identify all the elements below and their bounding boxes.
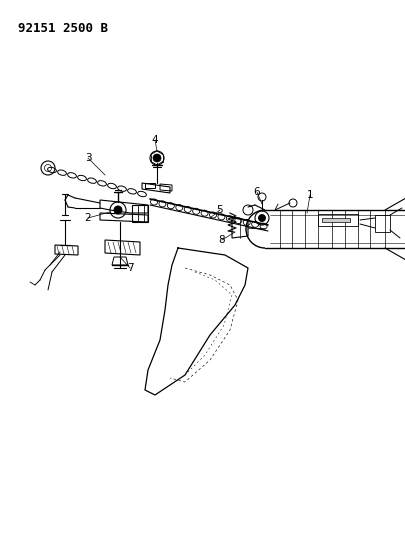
Text: 92151 2500 B: 92151 2500 B (18, 22, 108, 35)
Text: 4: 4 (151, 135, 158, 145)
Text: 1: 1 (306, 190, 313, 200)
Text: 2: 2 (85, 213, 91, 223)
Text: 7: 7 (126, 263, 133, 273)
Text: 8: 8 (218, 235, 225, 245)
Text: 3: 3 (85, 153, 91, 163)
Text: 5: 5 (216, 205, 223, 215)
Text: 6: 6 (253, 187, 260, 197)
Circle shape (153, 154, 161, 162)
Circle shape (114, 206, 121, 214)
Polygon shape (321, 218, 349, 222)
Circle shape (258, 214, 265, 222)
